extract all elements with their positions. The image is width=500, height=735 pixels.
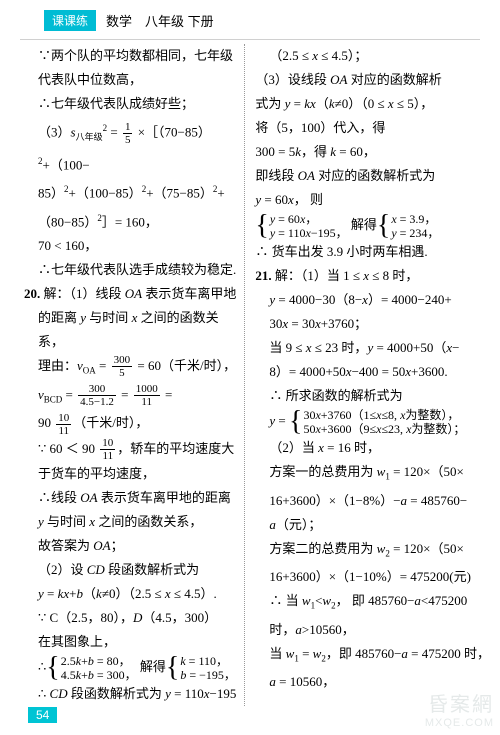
watermark-line2: MXQE.COM bbox=[425, 717, 494, 729]
content-area: ∵两个队的平均数都相同，七年级代表队中位数高，∴七年级代表队成绩好些；（3）s八… bbox=[0, 44, 500, 706]
left-column: ∵两个队的平均数都相同，七年级代表队中位数高，∴七年级代表队成绩好些；（3）s八… bbox=[24, 44, 245, 706]
text-line: 方案一的总费用为 w1 = 120×（50× bbox=[255, 460, 490, 489]
text-line: ∵ 60 ＜ 90 1011，轿车的平均速度大 bbox=[24, 437, 236, 463]
text-line: 故答案为 OA； bbox=[24, 534, 236, 558]
text-line: 85）2+（100−85）2+（75−85）2+ bbox=[24, 177, 236, 205]
text-line: y = kx+b（k≠0）（2.5 ≤ x ≤ 4.5）. bbox=[24, 582, 236, 606]
text-line: 21. 解：（1）当 1 ≤ x ≤ 8 时， bbox=[255, 264, 490, 288]
text-line: 70 < 160， bbox=[24, 234, 236, 258]
text-line: 理由：vOA = 3005 = 60（千米/时）， bbox=[24, 354, 236, 383]
text-line: y = 4000−30（8−x）= 4000−240+ bbox=[255, 288, 490, 312]
text-line: y 与时间 x 之间的函数关系， bbox=[24, 510, 236, 534]
text-line: （2）当 x = 16 时， bbox=[255, 436, 490, 460]
text-line: （2.5 ≤ x ≤ 4.5）； bbox=[255, 44, 490, 68]
text-line: ∴ 所求函数的解析式为 bbox=[255, 384, 490, 408]
text-line: 当 9 ≤ x ≤ 23 时，y = 4000+50（x− bbox=[255, 336, 490, 360]
text-line: （2）设 CD 段函数解析式为 bbox=[24, 558, 236, 582]
text-line: 时，a>10560， bbox=[255, 618, 490, 642]
text-line: ∵ C（2.5，80），D（4.5，300） bbox=[24, 606, 236, 630]
text-line: y = 60x， 则 bbox=[255, 188, 490, 212]
page-header: 课课练 数学 八年级 下册 bbox=[20, 0, 480, 40]
text-line: 30x = 30x+3760； bbox=[255, 312, 490, 336]
text-line: y = {30x+3760（1≤x≤8, x为整数），50x+3600（9≤x≤… bbox=[255, 408, 490, 436]
text-line: ∴七年级代表队成绩好些； bbox=[24, 92, 236, 116]
text-line: （3）s八年级2 = 15 ×［（70−85）2+（100− bbox=[24, 116, 236, 177]
header-badge: 课课练 bbox=[44, 10, 96, 31]
watermark-line1: 昏案網 bbox=[425, 688, 494, 717]
text-line: （3）设线段 OA 对应的函数解析 bbox=[255, 68, 490, 92]
text-line: 即线段 OA 对应的函数解析式为 bbox=[255, 164, 490, 188]
header-text: 数学 八年级 下册 bbox=[106, 11, 214, 30]
text-line: 16+3600）×（1−10%）= 475200(元) bbox=[255, 565, 490, 589]
text-line: ∴线段 OA 表示货车离甲地的距离 bbox=[24, 486, 236, 510]
text-line: ∴七年级代表队选手成绩较为稳定. bbox=[24, 258, 236, 282]
text-line: 16+3600）×（1−8%）−a = 485760− bbox=[255, 489, 490, 513]
page-number: 54 bbox=[28, 707, 57, 723]
text-line: vBCD = 3004.5−1.2 = 100011 = bbox=[24, 383, 236, 412]
text-line: ∴ CD 段函数解析式为 y = 110x−195 bbox=[24, 682, 236, 706]
text-line: ∴{2.5k+b = 80，4.5k+b = 300， 解得{k = 110，b… bbox=[24, 654, 236, 682]
text-line: 在其图象上， bbox=[24, 630, 236, 654]
text-line: ∴ 货车出发 3.9 小时两车相遇. bbox=[255, 240, 490, 264]
text-line: 于货车的平均速度， bbox=[24, 462, 236, 486]
text-line: 方案二的总费用为 w2 = 120×（50× bbox=[255, 537, 490, 566]
text-line: ∵两个队的平均数都相同，七年级 bbox=[24, 44, 236, 68]
text-line: 代表队中位数高， bbox=[24, 68, 236, 92]
text-line: 当 w1 = w2，即 485760−a = 475200 时， bbox=[255, 642, 490, 671]
text-line: 将（5，100）代入，得 bbox=[255, 116, 490, 140]
text-line: 的距离 y 与时间 x 之间的函数关系， bbox=[24, 306, 236, 354]
text-line: ∴ 当 w1<w2， 即 485760−a<475200 bbox=[255, 589, 490, 618]
text-line: （80−85）2］= 160， bbox=[24, 206, 236, 234]
text-line: 式为 y = kx（k≠0）（0 ≤ x ≤ 5）， bbox=[255, 92, 490, 116]
text-line: 90 1011（千米/时）， bbox=[24, 411, 236, 437]
watermark: 昏案網 MXQE.COM bbox=[425, 688, 494, 729]
text-line: 8）= 4000+50x−400 = 50x+3600. bbox=[255, 360, 490, 384]
right-column: （2.5 ≤ x ≤ 4.5）；（3）设线段 OA 对应的函数解析式为 y = … bbox=[245, 44, 490, 706]
text-line: 20. 解：（1）线段 OA 表示货车离甲地 bbox=[24, 282, 236, 306]
text-line: a（元）； bbox=[255, 513, 490, 537]
text-line: {y = 60x，y = 110x−195， 解得{x = 3.9，y = 23… bbox=[255, 212, 490, 240]
text-line: 300 = 5k，得 k = 60， bbox=[255, 140, 490, 164]
